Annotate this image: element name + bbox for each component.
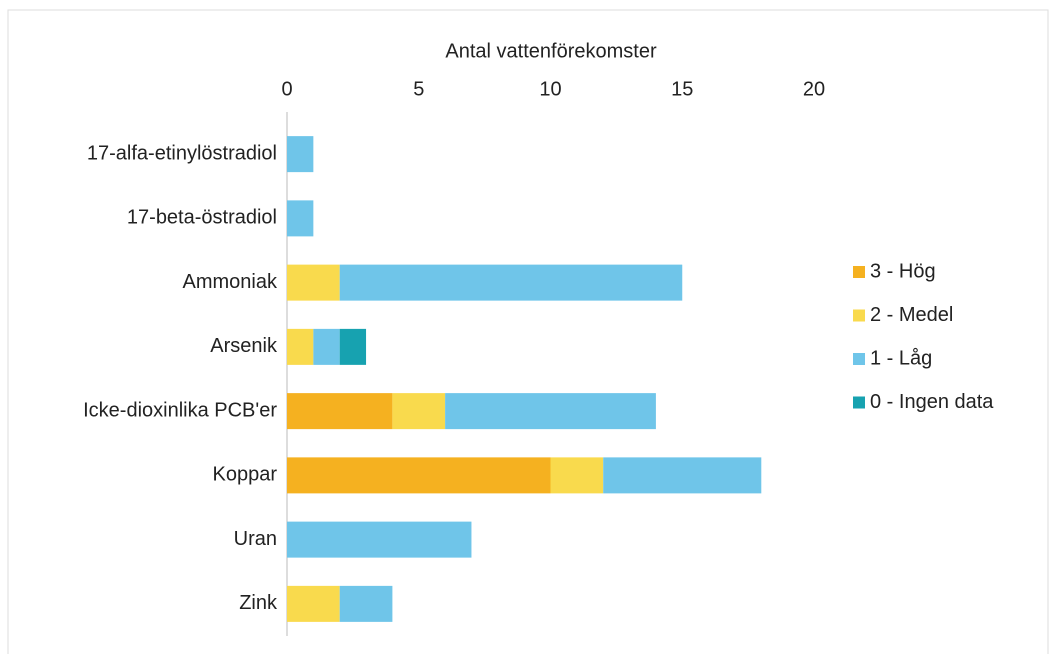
legend-label: 3 - Hög xyxy=(870,260,936,282)
legend-swatch xyxy=(853,266,865,278)
bar-segment xyxy=(603,457,762,494)
legend-label: 2 - Medel xyxy=(870,304,953,326)
bar-segment xyxy=(445,393,656,430)
bar-segment xyxy=(313,328,340,365)
y-tick-label: Uran xyxy=(234,528,277,550)
x-tick-label: 5 xyxy=(413,78,424,100)
frame xyxy=(7,9,1049,659)
legend-label: 1 - Låg xyxy=(870,347,932,369)
bar-segment xyxy=(287,585,340,622)
bar-segment xyxy=(339,264,683,301)
x-tick-label: 0 xyxy=(281,78,292,100)
y-tick-label: Zink xyxy=(239,592,278,614)
bar-segment xyxy=(339,585,393,622)
bar-segment xyxy=(287,521,472,558)
bar-segment xyxy=(550,457,604,494)
x-tick-label: 10 xyxy=(539,78,561,100)
bar-segment xyxy=(287,136,314,173)
legend-swatch xyxy=(853,353,865,365)
x-tick-label: 15 xyxy=(671,78,693,100)
bar-segment xyxy=(287,328,314,365)
y-tick-label: Arsenik xyxy=(210,335,278,357)
bar-segment xyxy=(287,393,393,430)
y-tick-label: 17-beta-östradiol xyxy=(127,207,277,229)
legend-label: 0 - Ingen data xyxy=(870,391,994,413)
bar-segment xyxy=(392,393,446,430)
bar-segment xyxy=(287,457,551,494)
legend-swatch xyxy=(853,396,865,409)
y-tick-label: Ammoniak xyxy=(183,271,278,293)
legend-swatch xyxy=(853,309,865,322)
bar-segment xyxy=(287,200,314,237)
bar-segment xyxy=(339,328,367,365)
x-tick-label: 20 xyxy=(803,78,825,100)
axis-title: Antal vattenförekomster xyxy=(445,40,657,62)
y-tick-label: 17-alfa-etinylöstradiol xyxy=(87,142,277,164)
bar-segment xyxy=(287,264,340,301)
y-tick-label: Koppar xyxy=(213,464,278,486)
y-tick-label: Icke-dioxinlika PCB'er xyxy=(83,399,277,421)
